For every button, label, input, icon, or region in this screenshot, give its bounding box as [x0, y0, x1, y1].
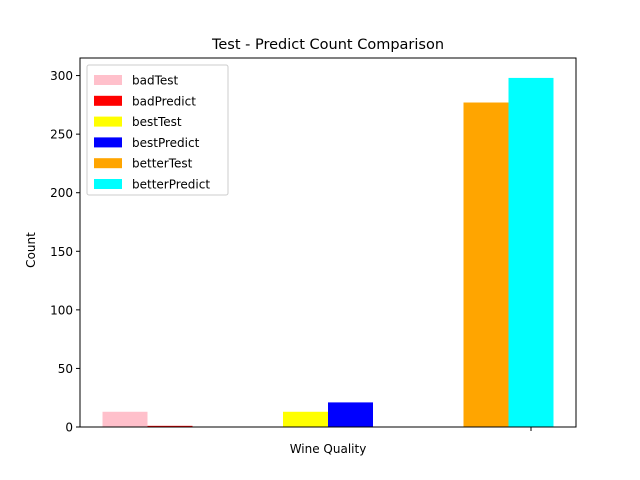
legend-label-badPredict: badPredict	[132, 94, 196, 108]
x-axis-label: Wine Quality	[290, 442, 367, 456]
legend-box	[86, 64, 229, 196]
y-tick-label: 250	[50, 128, 73, 142]
y-axis: 0 50 100 150 200 250 300	[50, 69, 80, 435]
legend-swatch-betterTest	[94, 158, 122, 169]
bar-badPredict	[147, 425, 193, 427]
y-tick-label: 300	[50, 69, 73, 83]
y-tick-label: 150	[50, 245, 73, 259]
legend-label-betterTest: betterTest	[132, 157, 193, 171]
y-tick-label: 0	[65, 421, 73, 435]
y-axis-label: Count	[24, 232, 38, 268]
legend-label-bestPredict: bestPredict	[132, 136, 200, 150]
y-tick-label: 200	[50, 186, 73, 200]
legend-swatch-betterPredict	[94, 179, 122, 189]
y-tick-label: 50	[58, 362, 73, 376]
bar-betterPredict	[508, 77, 554, 428]
bar-bestTest	[283, 411, 328, 427]
bars-group	[102, 77, 554, 428]
legend-swatch-bestPredict	[94, 137, 122, 148]
plot-frame	[79, 57, 577, 428]
legend-swatch-badTest	[94, 75, 122, 85]
chart-title: Test - Predict Count Comparison	[211, 37, 444, 53]
legend-label-betterPredict: betterPredict	[132, 178, 210, 192]
bar-badTest	[102, 411, 148, 427]
legend-label-badTest: badTest	[132, 74, 179, 88]
legend: badTest badPredict bestTest bestPredict bett…	[86, 64, 229, 196]
bar-betterTest	[463, 102, 509, 427]
legend-swatch-badPredict	[94, 95, 122, 106]
legend-label-bestTest: bestTest	[132, 115, 182, 129]
bar-bestPredict	[328, 402, 373, 427]
legend-swatch-bestTest	[94, 116, 122, 127]
y-tick-label: 100	[50, 303, 73, 317]
